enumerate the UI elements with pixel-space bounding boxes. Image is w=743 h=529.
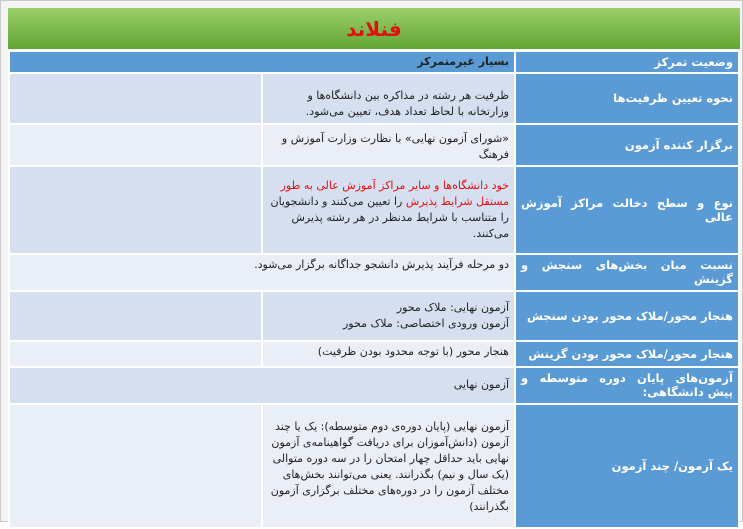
highlighted-text: خود دانشگاه‌ها و سایر مراکز آموزش عالی ب… xyxy=(280,178,509,208)
narrow-cell xyxy=(8,122,263,167)
header-value: بسیار غیرمتمرکز xyxy=(8,50,516,74)
header-row: وضعیت تمرکز بسیار غیرمتمرکز xyxy=(8,50,740,74)
row-label: هنجار محور/ملاک محور بودن گزینش xyxy=(514,339,740,368)
page-title: فنلاند xyxy=(8,8,740,49)
table-row: نوع و سطح دخالت مراکز آموزش عالی خود دان… xyxy=(8,164,740,255)
table-row: آزمون‌های پایان دوره متوسطه و پیش دانشگا… xyxy=(8,365,740,405)
table-row: یک آزمون/ چند آزمون آزمون نهایی (پایان د… xyxy=(8,402,740,529)
table-row: برگزار کننده آزمون «شورای آزمون نهایی» ب… xyxy=(8,122,740,167)
row-content: آزمون نهایی (پایان دوره‌ی دوم متوسطه): ی… xyxy=(261,402,516,529)
header-label: وضعیت تمرکز xyxy=(514,50,740,74)
narrow-cell xyxy=(8,71,263,125)
row-label: نوع و سطح دخالت مراکز آموزش عالی xyxy=(514,164,740,255)
narrow-cell xyxy=(8,339,263,368)
row-label: هنجار محور/ملاک محور بودن سنجش xyxy=(514,289,740,342)
row-line: آزمون نهایی: ملاک محور xyxy=(396,300,509,314)
row-label: آزمون‌های پایان دوره متوسطه و پیش دانشگا… xyxy=(514,365,740,405)
row-line: آزمون ورودی اختصاصی: ملاک محور xyxy=(342,316,509,330)
row-content: آزمون نهایی: ملاک محور آزمون ورودی اختصاص… xyxy=(261,289,516,342)
row-content: خود دانشگاه‌ها و سایر مراکز آموزش عالی ب… xyxy=(261,164,516,255)
table-row: هنجار محور/ملاک محور بودن گزینش هنجار مح… xyxy=(8,339,740,368)
narrow-cell xyxy=(8,402,263,529)
row-label: نحوه تعیین ظرفیت‌ها xyxy=(514,71,740,125)
row-label: نسبت میان بخش‌های سنجش و گزینش xyxy=(514,252,740,292)
table-row: نحوه تعیین ظرفیت‌ها ظرفیت هر رشته در مذا… xyxy=(8,71,740,125)
row-text: را تعیین می‌کنند و دانشجویان را متناسب ب… xyxy=(270,194,509,240)
table-row: هنجار محور/ملاک محور بودن سنجش آزمون نها… xyxy=(8,289,740,342)
row-content: هنجار محور (با توجه محدود بودن ظرفیت) xyxy=(261,339,516,368)
comparison-table: وضعیت تمرکز بسیار غیرمتمرکز نحوه تعیین ظ… xyxy=(8,50,740,529)
row-label: برگزار کننده آزمون xyxy=(514,122,740,167)
narrow-cell xyxy=(8,164,263,255)
row-content: دو مرحله فرآیند پذیرش دانشجو جداگانه برگ… xyxy=(8,252,516,292)
table-row: نسبت میان بخش‌های سنجش و گزینش دو مرحله … xyxy=(8,252,740,292)
row-content: ظرفیت هر رشته در مذاکره بین دانشگاه‌ها و… xyxy=(261,71,516,125)
row-content: آزمون نهایی xyxy=(8,365,516,405)
row-content: «شورای آزمون نهایی» با نظارت وزارت آموزش… xyxy=(261,122,516,167)
narrow-cell xyxy=(8,289,263,342)
row-label: یک آزمون/ چند آزمون xyxy=(514,402,740,529)
